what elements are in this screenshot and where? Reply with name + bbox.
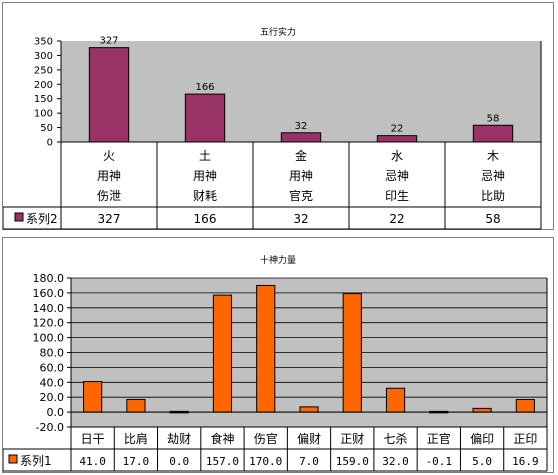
category-label: 食神 — [210, 431, 234, 446]
table-value: 17.0 — [123, 455, 150, 468]
series-name: 系列2 — [26, 212, 58, 226]
category-label: 土 — [199, 149, 211, 163]
category-label: 木 — [487, 149, 499, 163]
data-label: 22 — [391, 124, 404, 135]
table-value: 166 — [194, 212, 217, 226]
chart-title: 五行实力 — [259, 28, 296, 38]
y-tick-label: 0 — [47, 138, 53, 149]
bar — [212, 294, 233, 413]
table-value: 157.0 — [206, 455, 239, 468]
table-value: 16.9 — [512, 455, 539, 468]
y-tick-label: 0.0 — [47, 406, 65, 419]
category-label: 财耗 — [193, 189, 217, 203]
bar — [472, 124, 514, 143]
bar — [126, 398, 146, 413]
series-name: 系列1 — [20, 454, 52, 468]
category-label: 用神 — [289, 169, 313, 183]
category-label: 金 — [295, 148, 307, 163]
y-tick-label: 180.0 — [33, 272, 65, 285]
legend-key — [8, 454, 18, 464]
bar — [256, 284, 276, 413]
y-tick-label: 100 — [34, 109, 53, 120]
y-tick-label: 40.0 — [40, 376, 65, 389]
bar — [342, 293, 362, 413]
category-label: 印生 — [385, 189, 409, 203]
bar — [299, 406, 319, 413]
bar — [515, 399, 535, 413]
bar — [184, 93, 226, 143]
y-tick-label: -20.0 — [36, 421, 64, 434]
wuxing-chart-panel: 五行实力 0 50 100 150 200 250 300 350 327 166 32 22 58 火用… — [2, 2, 554, 230]
table-value: 327 — [98, 212, 121, 226]
category-label: 用神 — [97, 169, 121, 183]
table-value: 170.0 — [249, 455, 282, 468]
category-label: 正财 — [340, 432, 364, 446]
y-tick-label: 160.0 — [33, 287, 65, 300]
y-tick-label: 50 — [40, 123, 53, 134]
table-value: -0.1 — [426, 455, 453, 468]
table-value: 32.0 — [382, 455, 409, 468]
bar — [83, 381, 103, 413]
y-tick-label: 150 — [34, 94, 53, 105]
bar — [88, 47, 130, 143]
y-tick-label: 300 — [34, 51, 53, 62]
table-value: 41.0 — [79, 455, 106, 468]
table-value: 22 — [389, 212, 404, 226]
table-value: 159.0 — [336, 455, 369, 468]
bar — [280, 132, 322, 143]
category-label: 伤泄 — [97, 189, 121, 203]
category-label: 火 — [103, 149, 115, 163]
table-value: 5.0 — [472, 455, 492, 468]
legend-key — [14, 212, 24, 222]
table-value: 0.0 — [169, 455, 189, 468]
category-label: 忌神 — [385, 169, 409, 183]
bar — [472, 407, 492, 413]
category-label: 偏财 — [297, 431, 321, 446]
category-label: 偏印 — [470, 431, 494, 446]
category-label: 忌神 — [481, 169, 505, 183]
data-label: 58 — [487, 113, 500, 124]
data-label: 166 — [195, 82, 214, 93]
shishen-chart-svg: -20.0 0.0 20.0 40.0 60.080.0 100.0 120.0 140.0 1… — [3, 272, 548, 472]
bar — [376, 135, 418, 143]
y-tick-label: 80.0 — [40, 347, 65, 360]
data-label: 32 — [295, 121, 308, 132]
table-value: 7.0 — [299, 455, 319, 468]
y-tick-label: 350 — [34, 37, 53, 48]
y-tick-label: 100.0 — [33, 332, 65, 345]
shishen-chart-panel: 十神力量 -20.0 0.0 20.0 40.0 60.0 80.0 100.0 120.0 1… — [2, 237, 554, 473]
y-tick-label: 120.0 — [33, 317, 65, 330]
category-label: 劫财 — [167, 432, 191, 446]
category-label: 用神 — [193, 169, 217, 183]
y-tick-label: 60.0 — [40, 361, 65, 374]
y-tick-label: 250 — [34, 65, 53, 76]
category-label: 日干 — [81, 432, 105, 446]
category-label: 伤官 — [254, 431, 278, 446]
category-label: 比助 — [481, 189, 505, 203]
y-tick-label: 140.0 — [33, 302, 65, 315]
category-label: 正印 — [513, 432, 537, 446]
chart-title: 十神力量 — [259, 256, 296, 266]
table-value: 58 — [485, 212, 500, 226]
category-label: 比肩 — [124, 431, 148, 446]
plot-area — [61, 41, 541, 142]
category-label: 七杀 — [384, 431, 408, 446]
y-tick-label: 20.0 — [40, 391, 65, 404]
category-label: 官克 — [289, 188, 313, 203]
y-tick-label: 200 — [34, 80, 53, 91]
category-label: 水 — [391, 149, 403, 163]
category-label: 正官 — [427, 431, 451, 446]
data-label: 327 — [99, 36, 118, 47]
table-value: 32 — [293, 212, 308, 226]
bar — [385, 387, 406, 413]
